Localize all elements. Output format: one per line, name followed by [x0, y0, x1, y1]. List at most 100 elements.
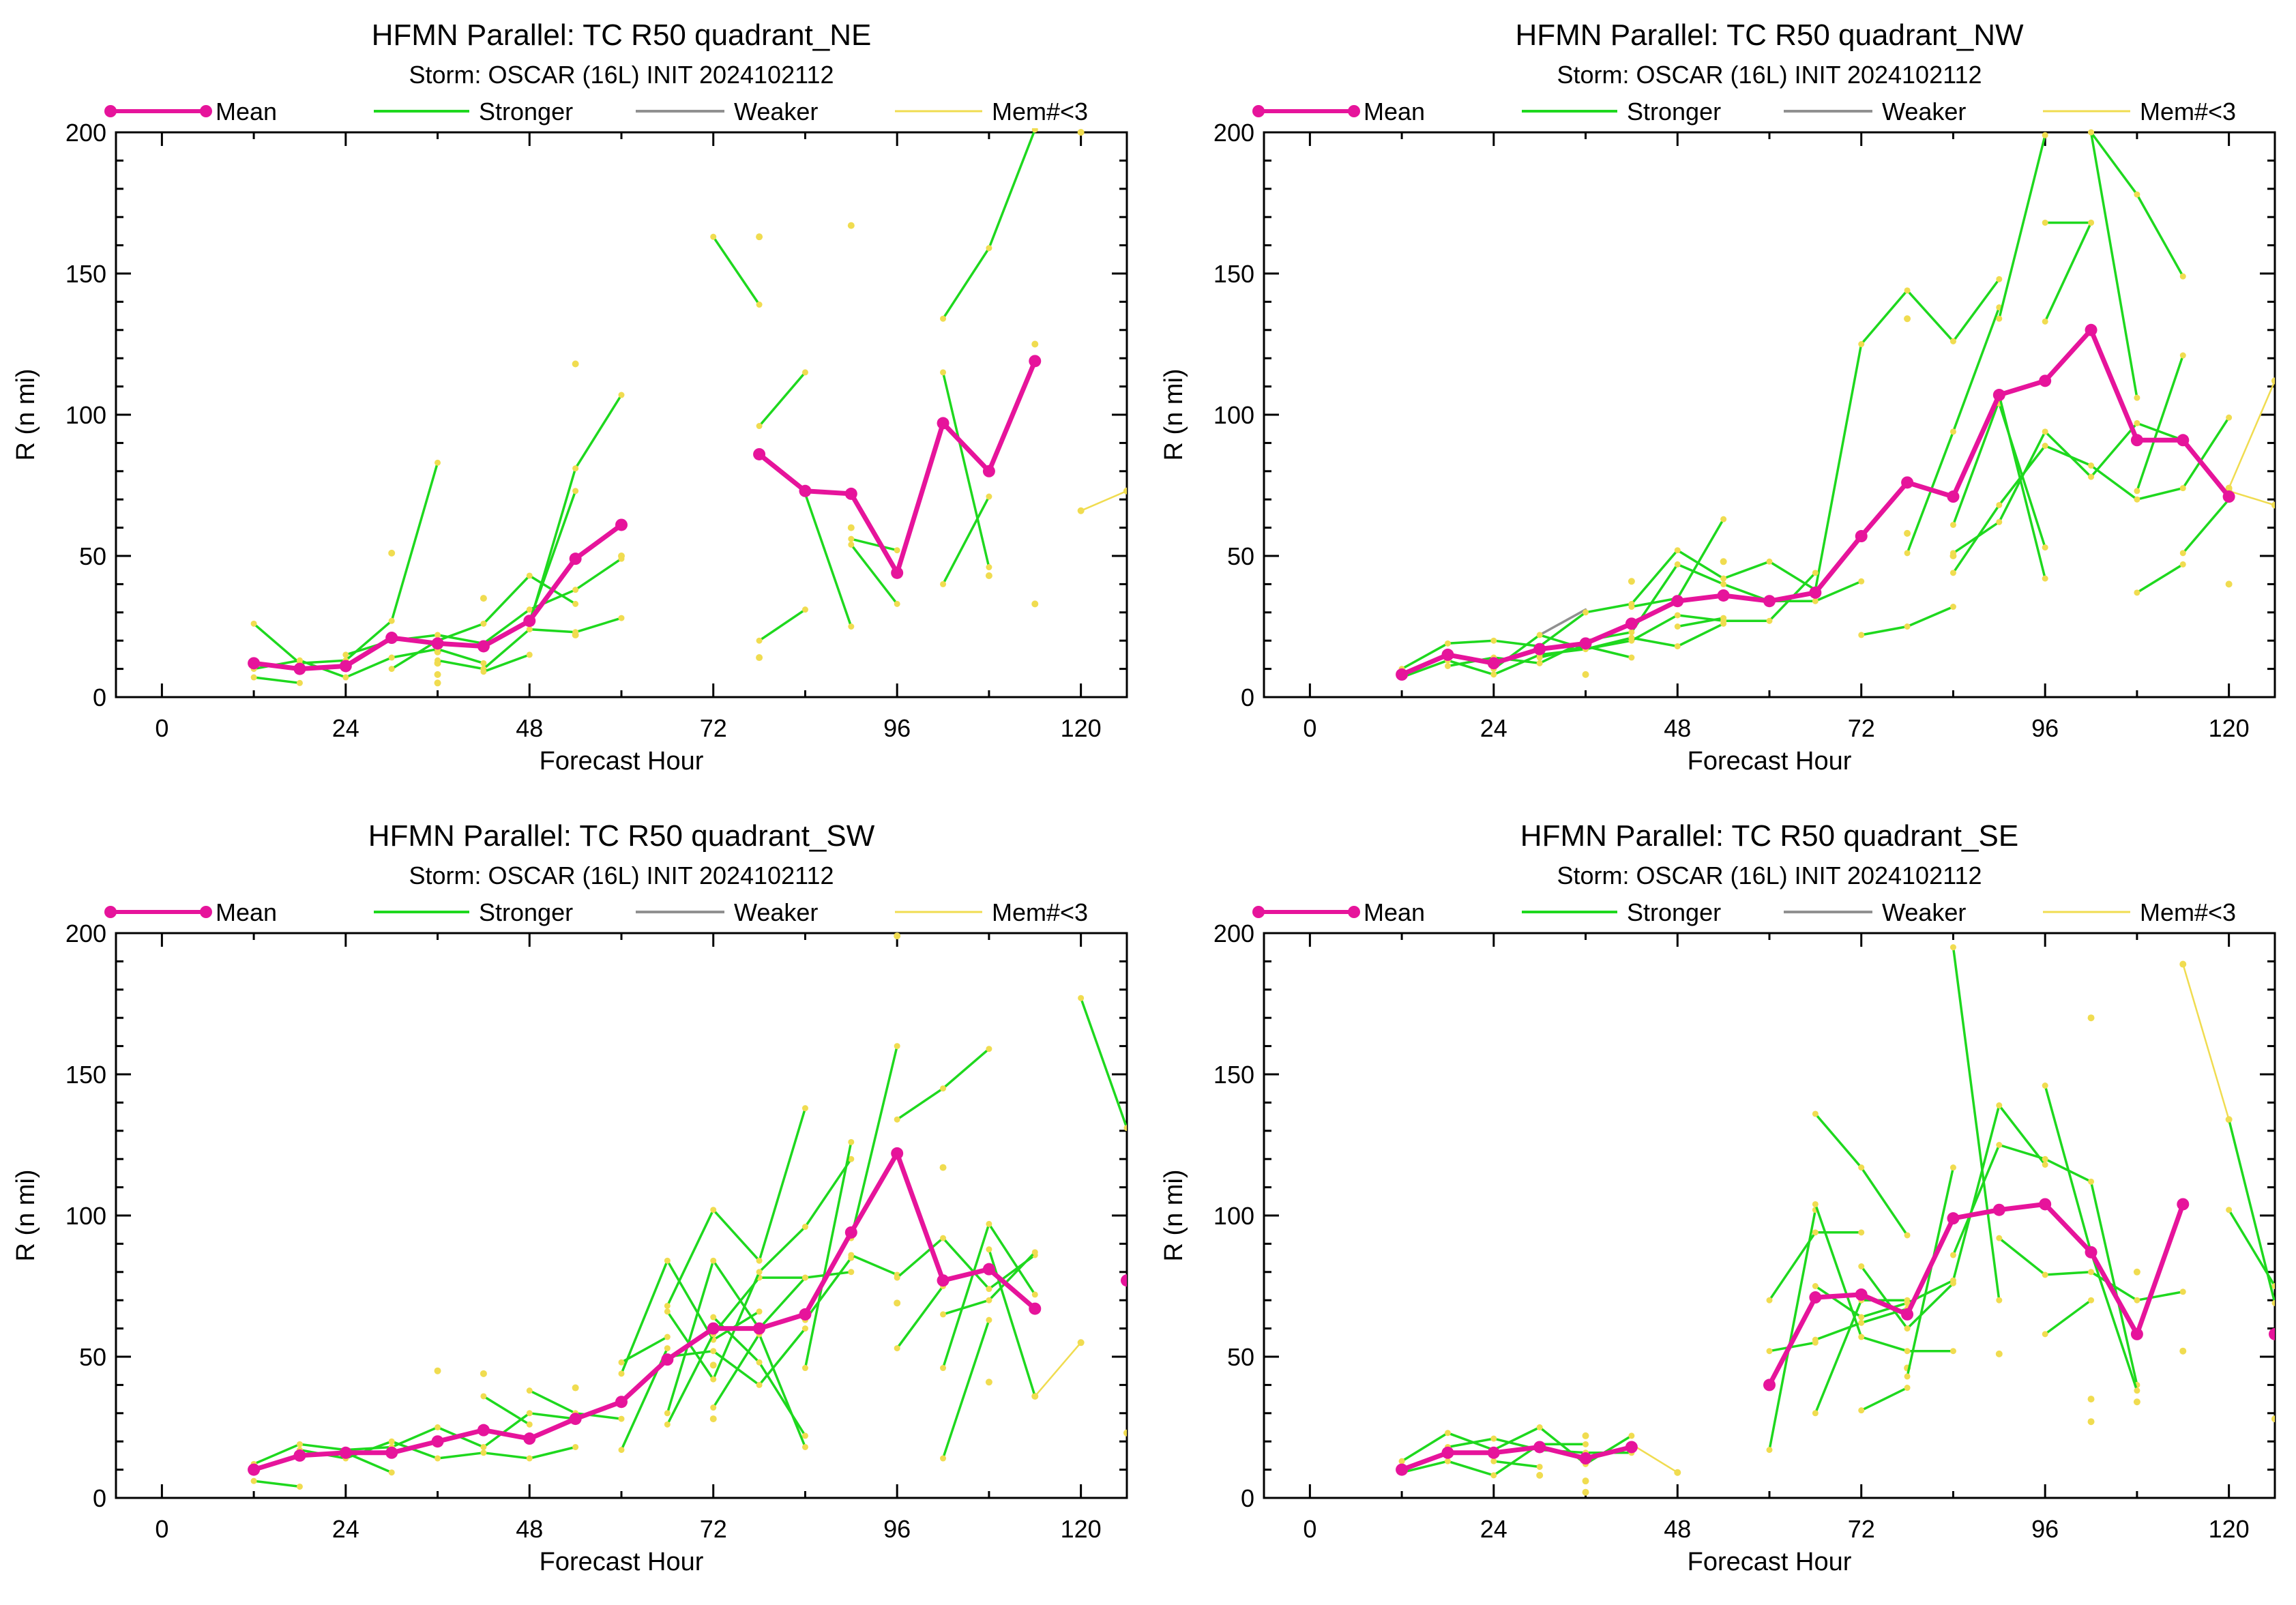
stronger-point [710, 233, 717, 240]
stronger-line [666, 1106, 807, 1308]
stronger-point [986, 1286, 992, 1293]
stronger-point [480, 620, 487, 627]
stronger-point [664, 1334, 671, 1340]
stronger-point [1949, 550, 1956, 557]
y-tick-label: 0 [93, 1484, 106, 1512]
stronger-point [2088, 1269, 2095, 1276]
y-tick-label: 200 [65, 119, 106, 147]
stronger-point [986, 1220, 992, 1227]
chart-title: HFMN Parallel: TC R50 quadrant_NW [1516, 18, 2024, 52]
y-tick-label: 0 [1241, 683, 1254, 711]
stronger-point [2179, 1289, 2186, 1295]
chart-title: HFMN Parallel: TC R50 quadrant_SE [1520, 819, 2018, 853]
stronger-point [2271, 1299, 2275, 1306]
stronger-point [526, 626, 533, 633]
few-member-point [1031, 340, 1039, 348]
x-tick-label: 0 [155, 714, 168, 742]
few-member-point [2271, 377, 2275, 385]
x-tick-label: 48 [516, 1515, 543, 1543]
stronger-line [252, 647, 485, 679]
y-tick-label: 150 [65, 1061, 106, 1089]
stronger-point [1583, 1441, 1589, 1447]
plot-area [248, 128, 1127, 687]
legend-label-few: Mem#<3 [992, 898, 1088, 926]
stronger-point [1720, 575, 1727, 582]
few-member-line [2228, 490, 2275, 506]
stronger-point [296, 679, 303, 686]
mean-point [293, 662, 306, 675]
stronger-point [2042, 1271, 2048, 1278]
y-tick-label: 200 [65, 919, 106, 947]
mean-point [1533, 643, 1546, 656]
stronger-point [2088, 1297, 2095, 1304]
stronger-point [618, 392, 625, 398]
few-member-point [756, 654, 763, 662]
stronger-line [620, 1336, 669, 1364]
few-member-line [2182, 963, 2230, 1121]
plot-frame [1263, 932, 2276, 1499]
mean-point [293, 1449, 306, 1462]
legend-label-stronger: Stronger [479, 98, 573, 126]
stronger-point [986, 493, 992, 500]
stronger-point [2042, 1155, 2048, 1162]
stronger-point [1858, 1263, 1865, 1270]
mean-point [1579, 637, 1592, 650]
stronger-point [572, 1443, 579, 1450]
stronger-point [480, 660, 487, 666]
stronger-line [1998, 134, 2046, 320]
stronger-point [710, 1314, 717, 1321]
stronger-point [940, 315, 947, 322]
few-member-point [1123, 1429, 1127, 1437]
stronger-line [2181, 498, 2231, 555]
stronger-line [1400, 572, 1817, 679]
mean-point [982, 465, 995, 477]
mean-point [477, 640, 490, 653]
stronger-point [1996, 315, 2003, 322]
mean-point [1579, 1452, 1592, 1465]
stronger-point [986, 1046, 992, 1052]
mean-point [2130, 434, 2143, 447]
stronger-point [710, 1376, 717, 1383]
few-member-line [1630, 1443, 1679, 1473]
mean-point [385, 632, 398, 645]
x-axis-label: Forecast Hour [1688, 1548, 1852, 1576]
x-axis-label: Forecast Hour [1688, 747, 1852, 776]
legend-label-weaker: Weaker [734, 98, 818, 126]
stronger-line [482, 653, 531, 673]
stronger-point [2042, 428, 2048, 435]
stronger-point [1949, 1164, 1956, 1171]
stronger-point [572, 587, 579, 593]
few-member-point [1720, 558, 1727, 565]
chart-subtitle: Storm: OSCAR (16L) INIT 2024102112 [409, 61, 834, 89]
stronger-point [435, 632, 441, 638]
mean-point [385, 1446, 398, 1459]
legend-label-stronger: Stronger [1627, 898, 1721, 926]
stronger-point [1720, 615, 1727, 621]
stronger-line [758, 371, 807, 428]
y-tick-label: 50 [1227, 1343, 1254, 1371]
stronger-point [664, 1421, 671, 1428]
stronger-line [1814, 1113, 1909, 1237]
stronger-point [1904, 1299, 1911, 1306]
few-member-point [2271, 1415, 2275, 1423]
stronger-point [2088, 219, 2095, 226]
stronger-point [1858, 1164, 1865, 1171]
stronger-point [1536, 654, 1543, 661]
stronger-point [1949, 1280, 1956, 1286]
mean-point [1992, 389, 2005, 402]
few-member-point [1077, 129, 1085, 136]
stronger-point [801, 1443, 808, 1450]
stronger-point [2042, 318, 2048, 325]
stronger-point [2226, 1207, 2233, 1213]
stronger-point [1858, 1334, 1865, 1340]
stronger-point [1949, 1252, 1956, 1258]
few-member-point [847, 524, 855, 531]
stronger-line [1400, 1426, 1633, 1466]
mean-point [799, 484, 812, 497]
few-member-point [1077, 507, 1085, 514]
stronger-point [480, 1443, 487, 1450]
stronger-point [526, 606, 533, 613]
stronger-point [2088, 129, 2095, 136]
mean-point [1855, 530, 1868, 543]
mean-point [2130, 1327, 2143, 1340]
